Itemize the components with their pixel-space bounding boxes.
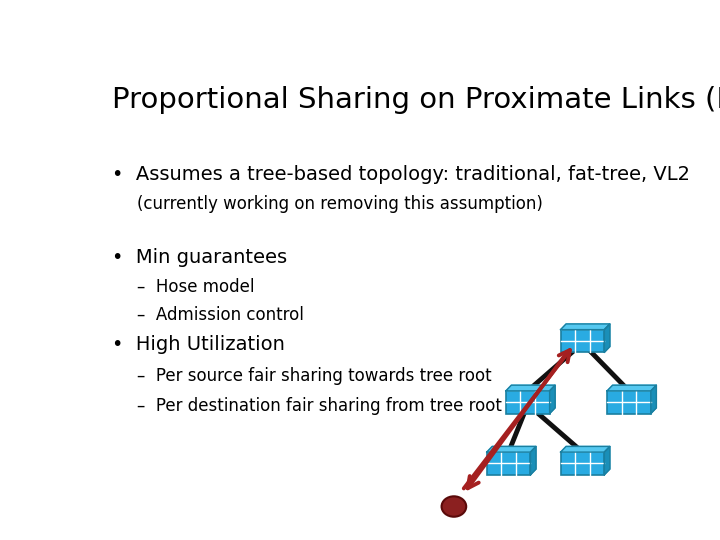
Ellipse shape <box>441 496 467 517</box>
Text: –  Hose model: – Hose model <box>138 278 255 296</box>
Polygon shape <box>487 447 536 452</box>
Polygon shape <box>604 324 610 352</box>
Polygon shape <box>506 385 555 391</box>
Polygon shape <box>561 324 610 329</box>
Polygon shape <box>651 385 657 414</box>
Polygon shape <box>607 385 657 391</box>
Polygon shape <box>531 447 536 475</box>
FancyBboxPatch shape <box>561 329 604 352</box>
Text: –  Per source fair sharing towards tree root: – Per source fair sharing towards tree r… <box>138 367 492 385</box>
FancyBboxPatch shape <box>506 391 549 414</box>
Text: (currently working on removing this assumption): (currently working on removing this assu… <box>138 194 544 213</box>
Text: •  High Utilization: • High Utilization <box>112 335 285 354</box>
FancyBboxPatch shape <box>607 391 651 414</box>
FancyBboxPatch shape <box>487 452 531 475</box>
Polygon shape <box>549 385 555 414</box>
Text: –  Per destination fair sharing from tree root: – Per destination fair sharing from tree… <box>138 397 503 415</box>
Polygon shape <box>561 447 610 452</box>
Text: –  Admission control: – Admission control <box>138 306 305 324</box>
Text: Proportional Sharing on Proximate Links (PS-P): Proportional Sharing on Proximate Links … <box>112 85 720 113</box>
Polygon shape <box>604 447 610 475</box>
Text: •  Assumes a tree-based topology: traditional, fat-tree, VL2: • Assumes a tree-based topology: traditi… <box>112 165 690 184</box>
FancyBboxPatch shape <box>561 452 604 475</box>
Text: •  Min guarantees: • Min guarantees <box>112 248 287 267</box>
